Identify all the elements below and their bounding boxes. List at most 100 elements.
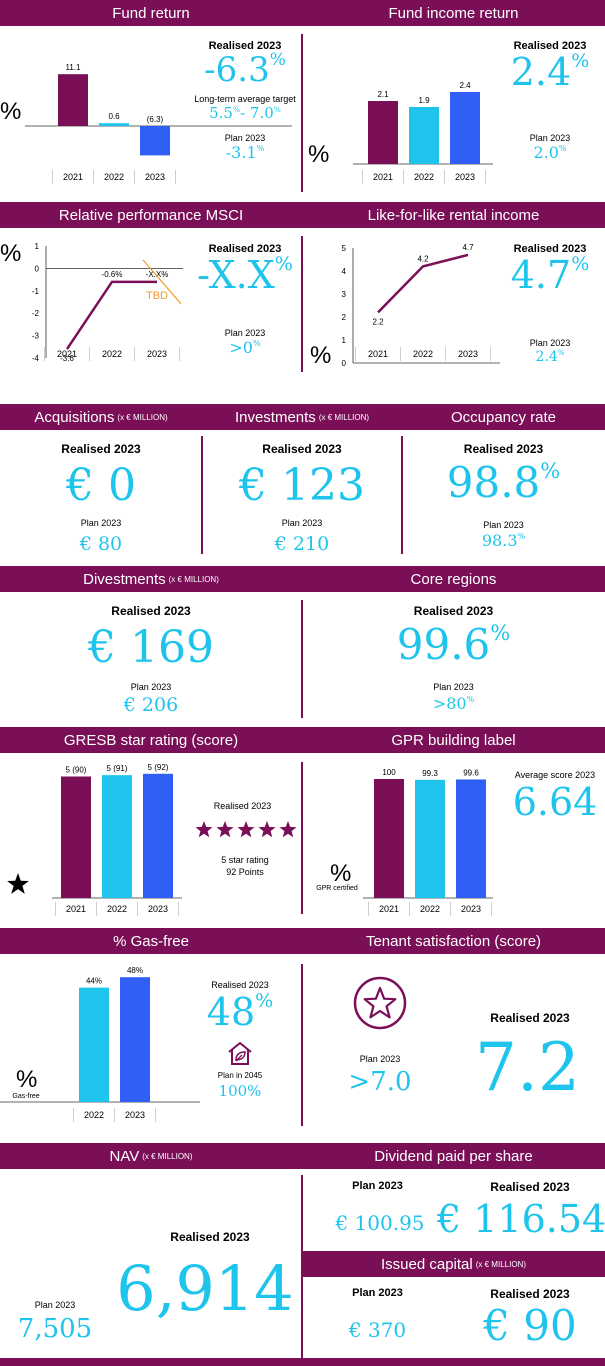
bar [409, 107, 439, 164]
bar [140, 126, 170, 156]
data-label: 99.6 [463, 768, 479, 777]
tbd-strike-line [142, 259, 182, 305]
fund-return-realised-value: -6.3% [204, 50, 286, 90]
fund-return-chart: 11.1 2021 0.6 2022 (6.3) 2023 [25, 63, 292, 184]
lfl-realised-value: 4.7% [510, 253, 590, 297]
y-tick-label: 4 [342, 267, 347, 276]
header-relative-msci: Relative performance MSCI [58, 206, 244, 224]
data-label: 4.7 [462, 243, 474, 252]
gresb-realised-label: Realised 2023 [213, 801, 272, 811]
data-label: -0.6% [102, 270, 123, 279]
y-tick-label: 2 [342, 313, 347, 322]
five-star-rating-icon [195, 821, 297, 838]
gas-free-plan-2045-value: 100% [218, 1082, 262, 1100]
x-tick-label: 2023 [458, 349, 478, 359]
x-tick-label: 2023 [145, 172, 165, 182]
msci-plan-label: Plan 2023 [224, 328, 266, 338]
header-band: % Gas-free Tenant satisfaction (score) [0, 928, 605, 954]
fund-income-plan-value: 2.0% [533, 143, 567, 162]
y-tick-label: -3 [32, 332, 40, 341]
data-label: -X.X% [146, 270, 169, 279]
bar [102, 775, 132, 898]
investments-realised-value: € 123 [239, 460, 365, 511]
pct-unit-label: % [16, 1066, 38, 1093]
bar [58, 74, 88, 126]
fund-income-realised-label: Realised 2023 [513, 40, 587, 52]
pct-unit-label: % [308, 141, 330, 168]
lfl-plan-label: Plan 2023 [529, 338, 571, 348]
occupancy-plan-label: Plan 2023 [483, 520, 524, 530]
data-label: 2.4 [459, 81, 471, 90]
occupancy-realised-label: Realised 2023 [463, 442, 544, 456]
x-tick-label: 2023 [148, 904, 168, 914]
star-icon [195, 821, 213, 838]
gas-free-realised-label: Realised 2023 [211, 980, 269, 990]
gresb-points-label: 92 Points [226, 867, 264, 877]
header-band: Divestments (x € MILLION) Core regions [0, 566, 605, 592]
msci-realised-label: Realised 2023 [208, 243, 282, 255]
x-tick-label: 2021 [379, 904, 399, 914]
header-nav: NAV (x € MILLION) [109, 1147, 193, 1165]
gpr-chart: 100 2021 99.3 2022 99.6 2023 [363, 768, 493, 916]
x-tick-label: 2021 [63, 172, 83, 182]
header-issued-capital: Issued capital (x € MILLION) [381, 1255, 526, 1273]
x-tick-label: 2021 [373, 172, 393, 182]
acquisitions-realised-value: € 0 [66, 460, 136, 511]
divider [401, 436, 403, 554]
data-label: (6.3) [147, 115, 164, 124]
data-label: 5 (91) [107, 764, 128, 773]
gas-free-chart: 44% 2022 48% 2023 [0, 966, 200, 1122]
msci-realised-value: -X.X% [197, 253, 293, 297]
header-gpr: GPR building label [391, 731, 516, 749]
tenant-realised-label: Realised 2023 [490, 1011, 570, 1025]
bar [120, 977, 150, 1102]
core-regions-realised-value: 99.6% [396, 620, 511, 669]
nav-plan-value: 7,505 [17, 1314, 93, 1344]
gresb-chart: 5 (90) 2021 5 (91) 2022 5 (92) 2023 [52, 763, 182, 916]
issued-realised-label: Realised 2023 [490, 1287, 570, 1301]
data-label: -3.6 [60, 354, 74, 363]
x-tick-label: 2021 [57, 349, 77, 359]
dividend-plan-label: Plan 2023 [352, 1180, 403, 1192]
pct-unit-label: % [0, 98, 22, 125]
star-icon [7, 873, 29, 894]
star-icon [258, 821, 276, 838]
data-label: 44% [86, 977, 102, 986]
data-label: 2.2 [372, 317, 384, 326]
header-band: Relative performance MSCI Like-for-like … [0, 202, 605, 228]
header-band: Issued capital (x € MILLION) [302, 1251, 605, 1277]
header-fund-return: Fund return [112, 4, 190, 22]
y-tick-label: 5 [342, 244, 347, 253]
dividend-plan-value: € 100.95 [335, 1211, 425, 1235]
star-badge-icon [353, 976, 407, 1030]
x-tick-label: 2022 [413, 349, 433, 359]
header-tenant: Tenant satisfaction (score) [365, 932, 542, 950]
bar [61, 776, 91, 898]
fund-income-return-chart: 2.1 2021 1.9 2022 2.4 2023 [353, 81, 493, 184]
fund-income-realised-value: 2.4% [510, 50, 590, 94]
gpr-certified-label: GPR certified [316, 885, 358, 892]
bar [450, 92, 480, 164]
divider [301, 600, 303, 718]
nav-plan-label: Plan 2023 [34, 1300, 76, 1310]
acquisitions-plan-label: Plan 2023 [80, 518, 122, 528]
series-line [377, 253, 469, 314]
x-tick-label: 2022 [414, 172, 434, 182]
data-label: 100 [382, 768, 396, 777]
issued-plan-label: Plan 2023 [352, 1287, 403, 1299]
x-tick-label: 2023 [125, 1110, 145, 1120]
tenant-plan-label: Plan 2023 [359, 1054, 401, 1064]
tbd-annotation: TBD [146, 290, 168, 302]
divider [301, 762, 303, 914]
lfl-rental-chart: 5 4 3 2 1 0 2.2 2021 4.2 2022 4.7 2023 [342, 243, 500, 368]
issued-realised-value: € 90 [483, 1301, 577, 1350]
fund-return-realised-label: Realised 2023 [208, 40, 282, 52]
lfl-realised-label: Realised 2023 [513, 243, 587, 255]
bar [368, 101, 398, 164]
x-tick-label: 2022 [420, 904, 440, 914]
gas-free-plan-2045-label: Plan in 2045 [217, 1071, 263, 1080]
gas-free-unit-label: Gas-free [12, 1093, 40, 1100]
issued-plan-value: € 370 [348, 1318, 407, 1342]
fund-income-plan-label: Plan 2023 [529, 133, 571, 143]
